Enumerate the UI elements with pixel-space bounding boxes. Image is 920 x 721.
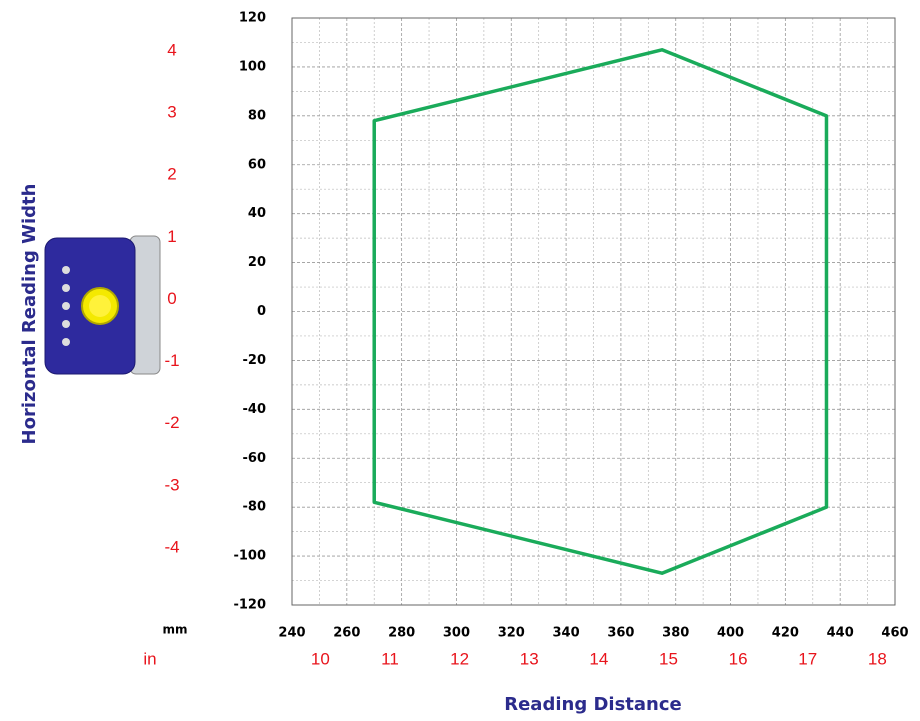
- x-axis-title: Reading Distance: [504, 694, 682, 715]
- plot-border: [291, 17, 896, 606]
- x-tick-label: 440: [827, 626, 854, 641]
- x-tick-label: 460: [881, 626, 908, 641]
- x2-tick-label: 12: [450, 649, 469, 668]
- y-tick-label: 40: [248, 206, 266, 221]
- x2-tick-label: 10: [311, 649, 330, 668]
- y2-tick-label: 2: [167, 165, 176, 184]
- x-unit: mm: [162, 623, 187, 637]
- y2-tick-label: 1: [167, 227, 176, 246]
- x-tick-label: 260: [333, 626, 360, 641]
- y-tick-label: -120: [233, 598, 266, 613]
- x-tick-label: 240: [278, 626, 305, 641]
- x2-unit: in: [143, 649, 156, 668]
- y2-tick-label: -3: [164, 475, 179, 494]
- x2-tick-label: 18: [868, 649, 887, 668]
- x2-tick-label: 15: [659, 649, 678, 668]
- y-axis-title: Horizontal Reading Width: [19, 184, 40, 445]
- scanner-image: [44, 235, 161, 375]
- y-tick-label: -100: [233, 549, 266, 564]
- x-tick-label: 300: [443, 626, 470, 641]
- y2-tick-label: -1: [164, 351, 179, 370]
- x2-tick-label: 11: [381, 649, 399, 668]
- y-tick-label: 20: [248, 255, 266, 270]
- y2-tick-label: 4: [167, 40, 176, 59]
- y2-tick-label: -2: [164, 413, 179, 432]
- x-tick-label: 380: [662, 626, 689, 641]
- y-tick-label: -60: [243, 451, 267, 466]
- x2-tick-label: 14: [589, 649, 608, 668]
- y-tick-label: 120: [239, 11, 266, 26]
- x2-tick-label: 17: [798, 649, 817, 668]
- x-tick-label: 340: [553, 626, 580, 641]
- x2-tick-label: 13: [520, 649, 539, 668]
- x-tick-label: 280: [388, 626, 415, 641]
- y-tick-label: 60: [248, 157, 266, 172]
- x-tick-label: 360: [607, 626, 634, 641]
- y-tick-label: -80: [243, 500, 267, 515]
- reading-zone: [372, 48, 829, 575]
- x2-tick-label: 16: [729, 649, 748, 668]
- y2-tick-label: -4: [164, 538, 179, 557]
- y-tick-label: 80: [248, 108, 266, 123]
- y2-tick-label: 0: [167, 289, 176, 308]
- x-tick-label: 400: [717, 626, 744, 641]
- x-tick-label: 320: [498, 626, 525, 641]
- y-tick-label: 0: [257, 304, 266, 319]
- x-tick-label: 420: [772, 626, 799, 641]
- y2-tick-label: 3: [167, 103, 176, 122]
- y-tick-label: 100: [239, 59, 266, 74]
- y-tick-label: -20: [243, 353, 267, 368]
- y-tick-label: -40: [243, 402, 267, 417]
